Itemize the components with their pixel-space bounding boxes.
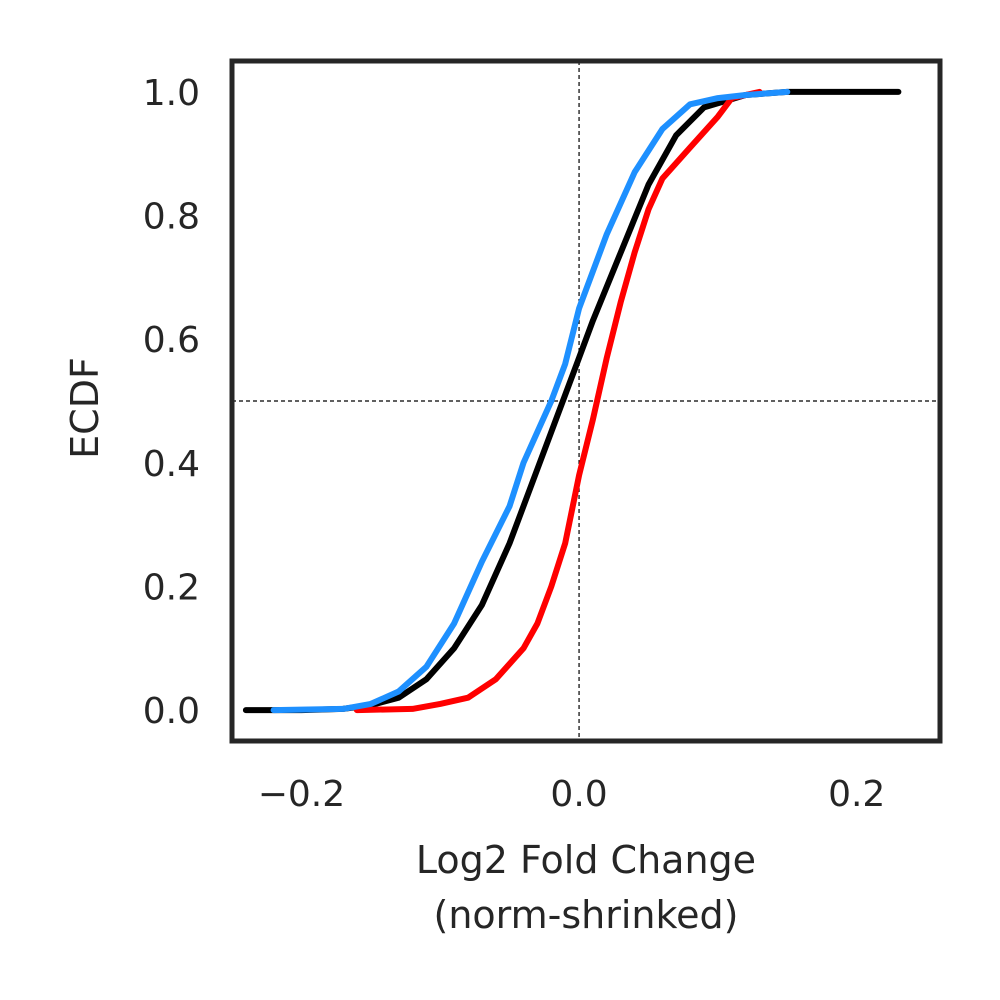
y-tick-label: 0.8 [143, 197, 200, 238]
x-tick-label: 0.2 [828, 774, 885, 815]
x-axis-label-line-1: Log2 Fold Change [416, 838, 756, 882]
y-tick-label: 0.0 [143, 691, 200, 732]
x-tick-label: 0.0 [550, 774, 607, 815]
x-tick-label: −0.2 [258, 774, 345, 815]
plot-frame [229, 58, 943, 744]
reference-lines [232, 61, 940, 741]
y-tick-label: 0.6 [143, 320, 200, 361]
ecdf-series-line-1 [353, 88, 763, 714]
y-tick-label: 0.4 [143, 444, 200, 485]
x-tick-labels: −0.2 0.0 0.2 [258, 774, 886, 815]
ecdf-series-line-2 [270, 88, 791, 714]
y-tick-labels: 0.0 0.2 0.4 0.6 0.8 1.0 [143, 73, 200, 732]
x-axis-label-line-2: (norm-shrinked) [434, 893, 739, 937]
y-tick-label: 1.0 [143, 73, 200, 114]
y-axis-label: ECDF [63, 357, 107, 459]
series-layer [242, 88, 902, 714]
y-tick-label: 0.2 [143, 567, 200, 608]
